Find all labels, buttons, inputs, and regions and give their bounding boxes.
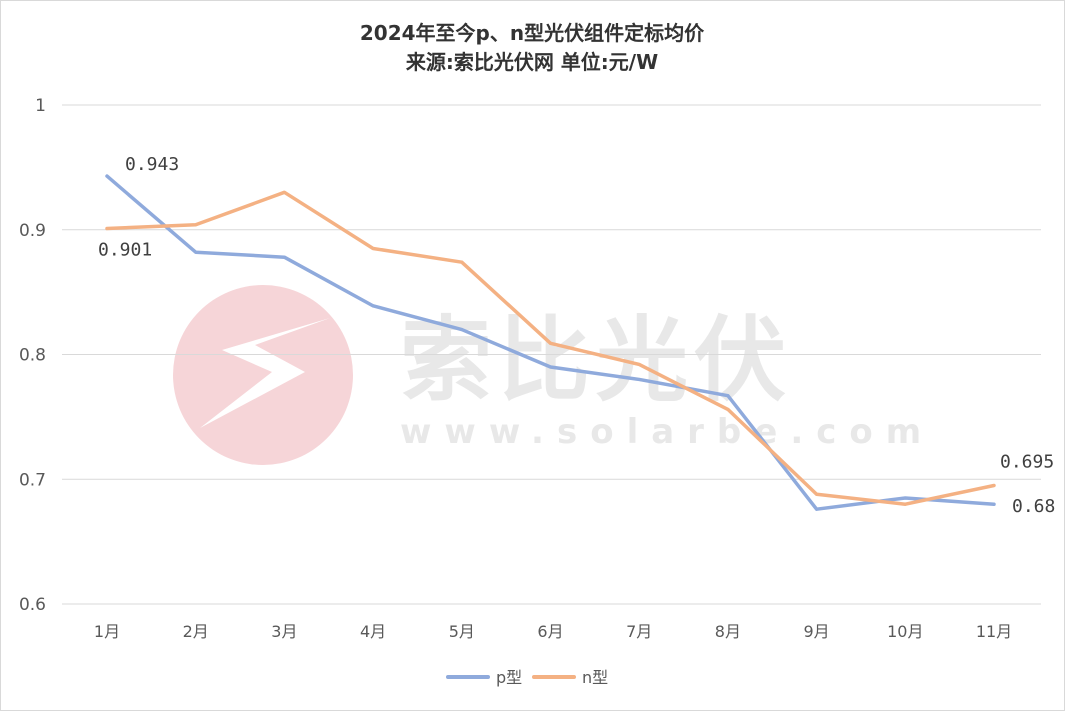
legend-label: n型 bbox=[582, 668, 608, 687]
x-tick-label: 5月 bbox=[449, 622, 475, 641]
data-point bbox=[460, 260, 464, 264]
y-tick-label: 0.9 bbox=[19, 221, 46, 241]
data-label: 0.901 bbox=[98, 240, 152, 261]
data-point bbox=[105, 227, 109, 231]
data-point bbox=[105, 174, 109, 178]
data-point bbox=[371, 246, 375, 250]
data-label: 0.695 bbox=[1000, 451, 1054, 472]
data-point bbox=[549, 341, 552, 345]
data-point bbox=[726, 394, 730, 398]
data-point bbox=[903, 496, 907, 500]
data-point bbox=[637, 377, 641, 381]
y-tick-label: 0.6 bbox=[19, 595, 46, 615]
lightning-bolt-icon bbox=[173, 285, 353, 465]
y-tick-label: 0.8 bbox=[19, 346, 46, 366]
legend: p型 n型 bbox=[446, 668, 608, 687]
watermark-brand: 索比光伏 bbox=[400, 307, 792, 414]
data-label: 0.943 bbox=[125, 154, 179, 175]
data-point bbox=[815, 507, 819, 511]
grid-lines bbox=[62, 104, 1041, 605]
x-tick-label: 6月 bbox=[537, 622, 563, 641]
y-tick-label: 1 bbox=[35, 96, 46, 116]
data-point bbox=[992, 483, 996, 487]
x-tick-label: 9月 bbox=[804, 622, 830, 641]
data-point bbox=[194, 250, 198, 254]
data-label: 0.68 bbox=[1012, 496, 1055, 517]
x-tick-label: 7月 bbox=[626, 622, 652, 641]
data-point bbox=[460, 328, 464, 332]
x-tick-label: 2月 bbox=[183, 622, 209, 641]
chart-title: 2024年至今p、n型光伏组件定标均价 bbox=[360, 21, 705, 45]
legend-label: p型 bbox=[496, 668, 522, 687]
data-point bbox=[194, 223, 198, 227]
data-point bbox=[637, 362, 641, 366]
x-tick-label: 8月 bbox=[715, 622, 741, 641]
data-point bbox=[992, 502, 996, 506]
data-point bbox=[282, 190, 286, 194]
y-axis-ticks: 1 0.9 0.8 0.7 0.6 bbox=[19, 96, 46, 615]
data-point bbox=[282, 255, 286, 259]
data-point bbox=[549, 365, 552, 369]
x-tick-label: 4月 bbox=[360, 622, 386, 641]
lightning-bolt-shape bbox=[200, 318, 330, 428]
watermark: 索比光伏 www.solarbe.com bbox=[173, 285, 934, 465]
x-tick-label: 3月 bbox=[271, 622, 297, 641]
data-point bbox=[726, 407, 730, 411]
data-labels: 0.943 0.901 0.695 0.68 bbox=[98, 154, 1055, 517]
data-point bbox=[815, 492, 819, 496]
x-tick-label: 11月 bbox=[976, 622, 1012, 641]
watermark-url: www.solarbe.com bbox=[400, 412, 934, 452]
x-axis-ticks: 1月 2月 3月 4月 5月 6月 7月 8月 9月 10月 11月 bbox=[94, 622, 1012, 641]
x-tick-label: 1月 bbox=[94, 622, 120, 641]
chart-subtitle: 来源:索比光伏网 单位:元/W bbox=[405, 50, 658, 74]
series-lines bbox=[105, 174, 996, 511]
data-point bbox=[371, 304, 375, 308]
x-tick-label: 10月 bbox=[887, 622, 923, 641]
data-point bbox=[903, 502, 907, 506]
y-tick-label: 0.7 bbox=[19, 470, 46, 490]
